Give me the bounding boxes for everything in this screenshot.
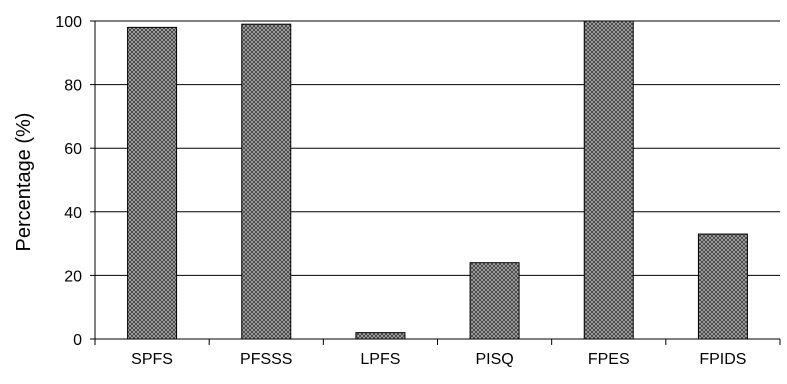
x-tick-label-PFSSS: PFSSS [240,351,292,368]
bar-FPES [583,20,634,340]
x-tick-label-SPFS: SPFS [131,351,173,368]
bar-FPIDS [697,233,748,340]
bar-PISQ [469,262,520,340]
bar-PFSSS [241,23,292,340]
x-tick-label-PISQ: PISQ [475,351,513,368]
x-tick-label-FPIDS: FPIDS [699,351,746,368]
bar-SPFS [127,26,178,340]
y-tick-label-40: 40 [64,205,82,222]
bars [127,20,748,340]
y-tick-label-60: 60 [64,141,82,158]
x-tick-labels: SPFS PFSSS LPFS PISQ FPES FPIDS [131,351,746,368]
x-tick-label-LPFS: LPFS [360,351,400,368]
y-tick-label-0: 0 [73,332,82,349]
y-tick-labels: 0 20 40 60 80 100 [55,14,82,349]
x-tick-label-FPES: FPES [588,351,630,368]
y-axis-label: Percentage (%) [13,113,35,252]
y-tick-label-20: 20 [64,268,82,285]
gridlines [95,20,780,276]
bar-LPFS [355,332,406,340]
y-tick-label-80: 80 [64,78,82,95]
axes [90,20,781,345]
y-tick-label-100: 100 [55,14,82,31]
